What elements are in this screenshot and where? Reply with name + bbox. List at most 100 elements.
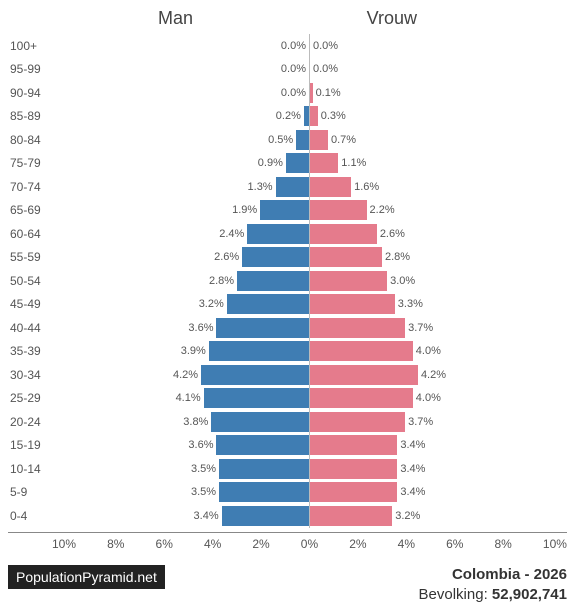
age-label: 15-19 <box>8 438 52 452</box>
male-side: 2.6% <box>52 246 309 268</box>
age-label: 50-54 <box>8 274 52 288</box>
age-label: 25-29 <box>8 391 52 405</box>
female-value: 0.0% <box>310 63 341 75</box>
female-value: 4.0% <box>413 345 444 357</box>
female-header: Vrouw <box>367 8 417 29</box>
male-value: 2.8% <box>206 275 237 287</box>
female-bar <box>310 199 367 221</box>
x-tick: 8% <box>494 537 511 551</box>
female-side: 3.3% <box>310 293 567 315</box>
male-bar <box>242 246 309 268</box>
male-value: 3.9% <box>178 345 209 357</box>
pyramid-row: 55-592.6%2.8% <box>8 246 567 270</box>
female-bar <box>310 458 397 480</box>
female-side: 2.8% <box>310 246 567 268</box>
female-value: 3.7% <box>405 416 436 428</box>
age-label: 95-99 <box>8 62 52 76</box>
female-bar <box>310 270 387 292</box>
female-bar <box>310 152 338 174</box>
pyramid-row: 60-642.4%2.6% <box>8 222 567 246</box>
male-bar <box>216 317 309 339</box>
male-bar <box>219 481 309 503</box>
age-label: 85-89 <box>8 109 52 123</box>
age-label: 80-84 <box>8 133 52 147</box>
female-value: 3.4% <box>397 439 428 451</box>
chart-footer: PopulationPyramid.net Colombia - 2026 Be… <box>8 565 567 615</box>
pyramid-row: 80-840.5%0.7% <box>8 128 567 152</box>
male-side: 3.2% <box>52 293 309 315</box>
female-value: 3.3% <box>395 298 426 310</box>
male-bar <box>237 270 309 292</box>
male-bar <box>209 340 309 362</box>
pyramid-row: 100+ 0.0%0.0% <box>8 34 567 58</box>
x-axis: 10%8%6%4%2%0%2%4%6%8%10% <box>8 532 567 551</box>
male-side: 0.0% <box>52 35 309 57</box>
age-label: 65-69 <box>8 203 52 217</box>
pyramid-row: 5-93.5%3.4% <box>8 481 567 505</box>
female-side: 0.0% <box>310 35 567 57</box>
x-tick: 6% <box>446 537 463 551</box>
female-side: 1.6% <box>310 176 567 198</box>
female-value: 1.1% <box>338 157 369 169</box>
female-side: 0.0% <box>310 58 567 80</box>
source-badge[interactable]: PopulationPyramid.net <box>8 565 165 589</box>
male-value: 3.5% <box>188 486 219 498</box>
age-label: 35-39 <box>8 344 52 358</box>
x-axis-ticks: 10%8%6%4%2%0%2%4%6%8%10% <box>52 537 567 551</box>
female-bar <box>310 105 318 127</box>
female-bar <box>310 246 382 268</box>
male-side: 3.6% <box>52 434 309 456</box>
male-side: 3.4% <box>52 505 309 527</box>
female-side: 1.1% <box>310 152 567 174</box>
male-value: 0.0% <box>278 63 309 75</box>
male-value: 0.0% <box>278 40 309 52</box>
age-label: 90-94 <box>8 86 52 100</box>
female-side: 3.0% <box>310 270 567 292</box>
pyramid-row: 50-54 2.8% 3.0% <box>8 269 567 293</box>
female-bar <box>310 317 405 339</box>
male-header: Man <box>158 8 193 29</box>
age-label: 60-64 <box>8 227 52 241</box>
female-side: 3.2% <box>310 505 567 527</box>
age-label: 100+ <box>8 39 52 53</box>
female-side: 3.4% <box>310 458 567 480</box>
male-side: 1.9% <box>52 199 309 221</box>
pyramid-row: 70-741.3%1.6% <box>8 175 567 199</box>
male-bar <box>204 387 309 409</box>
female-side: 4.0% <box>310 340 567 362</box>
x-tick: 2% <box>349 537 366 551</box>
age-label: 30-34 <box>8 368 52 382</box>
age-label: 40-44 <box>8 321 52 335</box>
pyramid-row: 25-294.1%4.0% <box>8 387 567 411</box>
male-value: 3.5% <box>188 463 219 475</box>
female-value: 2.8% <box>382 251 413 263</box>
male-side: 0.0% <box>52 58 309 80</box>
male-value: 3.6% <box>185 439 216 451</box>
pyramid-row: 65-691.9%2.2% <box>8 199 567 223</box>
female-value: 0.0% <box>310 40 341 52</box>
age-label: 45-49 <box>8 297 52 311</box>
x-tick: 4% <box>398 537 415 551</box>
population-label: Bevolking: <box>419 586 488 603</box>
pyramid-row: 75-790.9%1.1% <box>8 152 567 176</box>
age-label: 70-74 <box>8 180 52 194</box>
female-bar <box>310 434 397 456</box>
pyramid-row: 15-19 3.6% 3.4% <box>8 434 567 458</box>
male-value: 0.9% <box>255 157 286 169</box>
x-tick: 2% <box>252 537 269 551</box>
male-bar <box>216 434 309 456</box>
male-side: 3.8% <box>52 411 309 433</box>
male-value: 2.4% <box>216 228 247 240</box>
female-value: 3.4% <box>397 486 428 498</box>
population-pyramid-chart: Man Vrouw 100+0.0%0.0%95-990.0%0.0%90-94… <box>0 0 575 615</box>
pyramid-row: 45-493.2% 3.3% <box>8 293 567 317</box>
male-bar <box>219 458 309 480</box>
x-tick: 6% <box>156 537 173 551</box>
male-value: 3.4% <box>191 510 222 522</box>
female-bar <box>310 340 413 362</box>
female-side: 0.3% <box>310 105 567 127</box>
male-side: 0.2% <box>52 105 309 127</box>
population-value: 52,902,741 <box>492 586 567 603</box>
female-bar <box>310 223 377 245</box>
male-value: 0.2% <box>273 110 304 122</box>
